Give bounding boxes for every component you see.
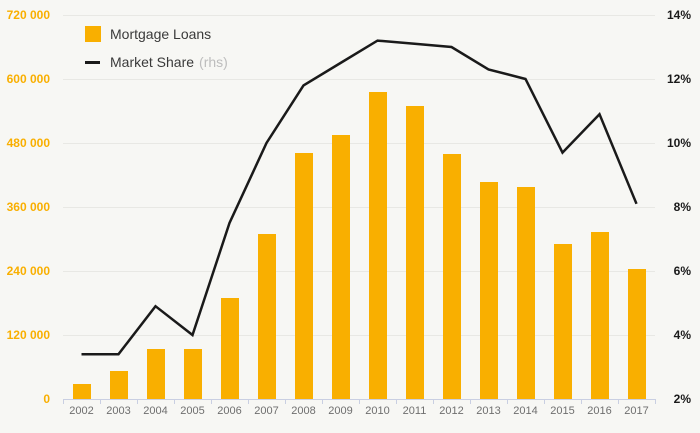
x-axis-tick [137,399,138,404]
x-axis-tick [63,399,64,404]
y-axis-label-right: 8% [673,200,691,214]
x-axis-label-2006: 2006 [217,405,242,417]
y-axis-label-right: 12% [666,72,691,86]
y-axis-label-right: 6% [673,264,691,278]
x-axis-label-2014: 2014 [513,405,538,417]
x-axis-label-2013: 2013 [476,405,501,417]
bar-2006 [220,297,239,399]
gridline [63,143,655,144]
x-axis-label-2010: 2010 [365,405,390,417]
y-axis-label-left: 360 000 [6,200,50,214]
x-axis-label-2015: 2015 [550,405,575,417]
y-axis-label-right: 2% [673,392,691,406]
legend-item-market-share: Market Share (rhs) [85,50,228,74]
x-axis-tick [470,399,471,404]
x-axis-tick [581,399,582,404]
legend-item-mortgage-loans: Mortgage Loans [85,22,228,46]
y-axis-label-left: 120 000 [6,328,50,342]
legend-label: Market Share [110,54,195,70]
x-axis-tick [396,399,397,404]
bar-2009 [331,135,350,399]
bar-swatch-icon [85,26,101,42]
x-axis-tick [618,399,619,404]
x-axis-label-2007: 2007 [254,405,279,417]
bar-2013 [479,181,498,399]
y-axis-label-right: 10% [666,136,691,150]
bar-2004 [146,349,165,399]
y-axis-label-left: 720 000 [6,8,50,22]
x-axis-tick [248,399,249,404]
gridline [63,207,655,208]
x-axis-label-2016: 2016 [587,405,612,417]
bar-2015 [553,244,572,399]
bar-2011 [405,105,424,399]
bar-2003 [109,370,128,399]
bar-2014 [516,187,535,399]
x-axis-tick [100,399,101,404]
bar-2008 [294,152,313,399]
x-axis-label-2004: 2004 [143,405,168,417]
gridline [63,79,655,80]
bar-2010 [368,92,387,399]
line-swatch-icon [85,60,100,64]
x-axis-tick [174,399,175,404]
x-axis-tick [544,399,545,404]
x-axis-label-2003: 2003 [106,405,131,417]
x-axis-tick [433,399,434,404]
x-axis-tick [655,399,656,404]
bar-2005 [183,349,202,399]
y-axis-label-right: 14% [666,8,691,22]
y-axis-label-left: 240 000 [6,264,50,278]
legend-note-rhs: (rhs) [199,54,228,70]
bar-2017 [627,268,646,399]
y-axis-label-left: 480 000 [6,136,50,150]
x-axis-label-2008: 2008 [291,405,316,417]
bar-2007 [257,233,276,399]
bar-2002 [72,384,91,399]
y-axis-label-left: 0 [43,392,50,406]
x-axis-tick [507,399,508,404]
x-axis-tick [211,399,212,404]
x-axis-label-2009: 2009 [328,405,353,417]
x-axis-label-2017: 2017 [624,405,649,417]
x-axis-label-2005: 2005 [180,405,205,417]
x-axis-tick [285,399,286,404]
x-axis-label-2012: 2012 [439,405,464,417]
bar-2012 [442,154,461,399]
x-axis-tick [359,399,360,404]
gridline [63,15,655,16]
y-axis-label-right: 4% [673,328,691,342]
legend: Mortgage Loans Market Share (rhs) [85,22,228,74]
x-axis-label-2002: 2002 [69,405,94,417]
bar-2016 [590,231,609,399]
x-axis-tick [322,399,323,404]
y-axis-label-left: 600 000 [6,72,50,86]
legend-label: Mortgage Loans [110,26,212,42]
x-axis-label-2011: 2011 [402,405,427,417]
